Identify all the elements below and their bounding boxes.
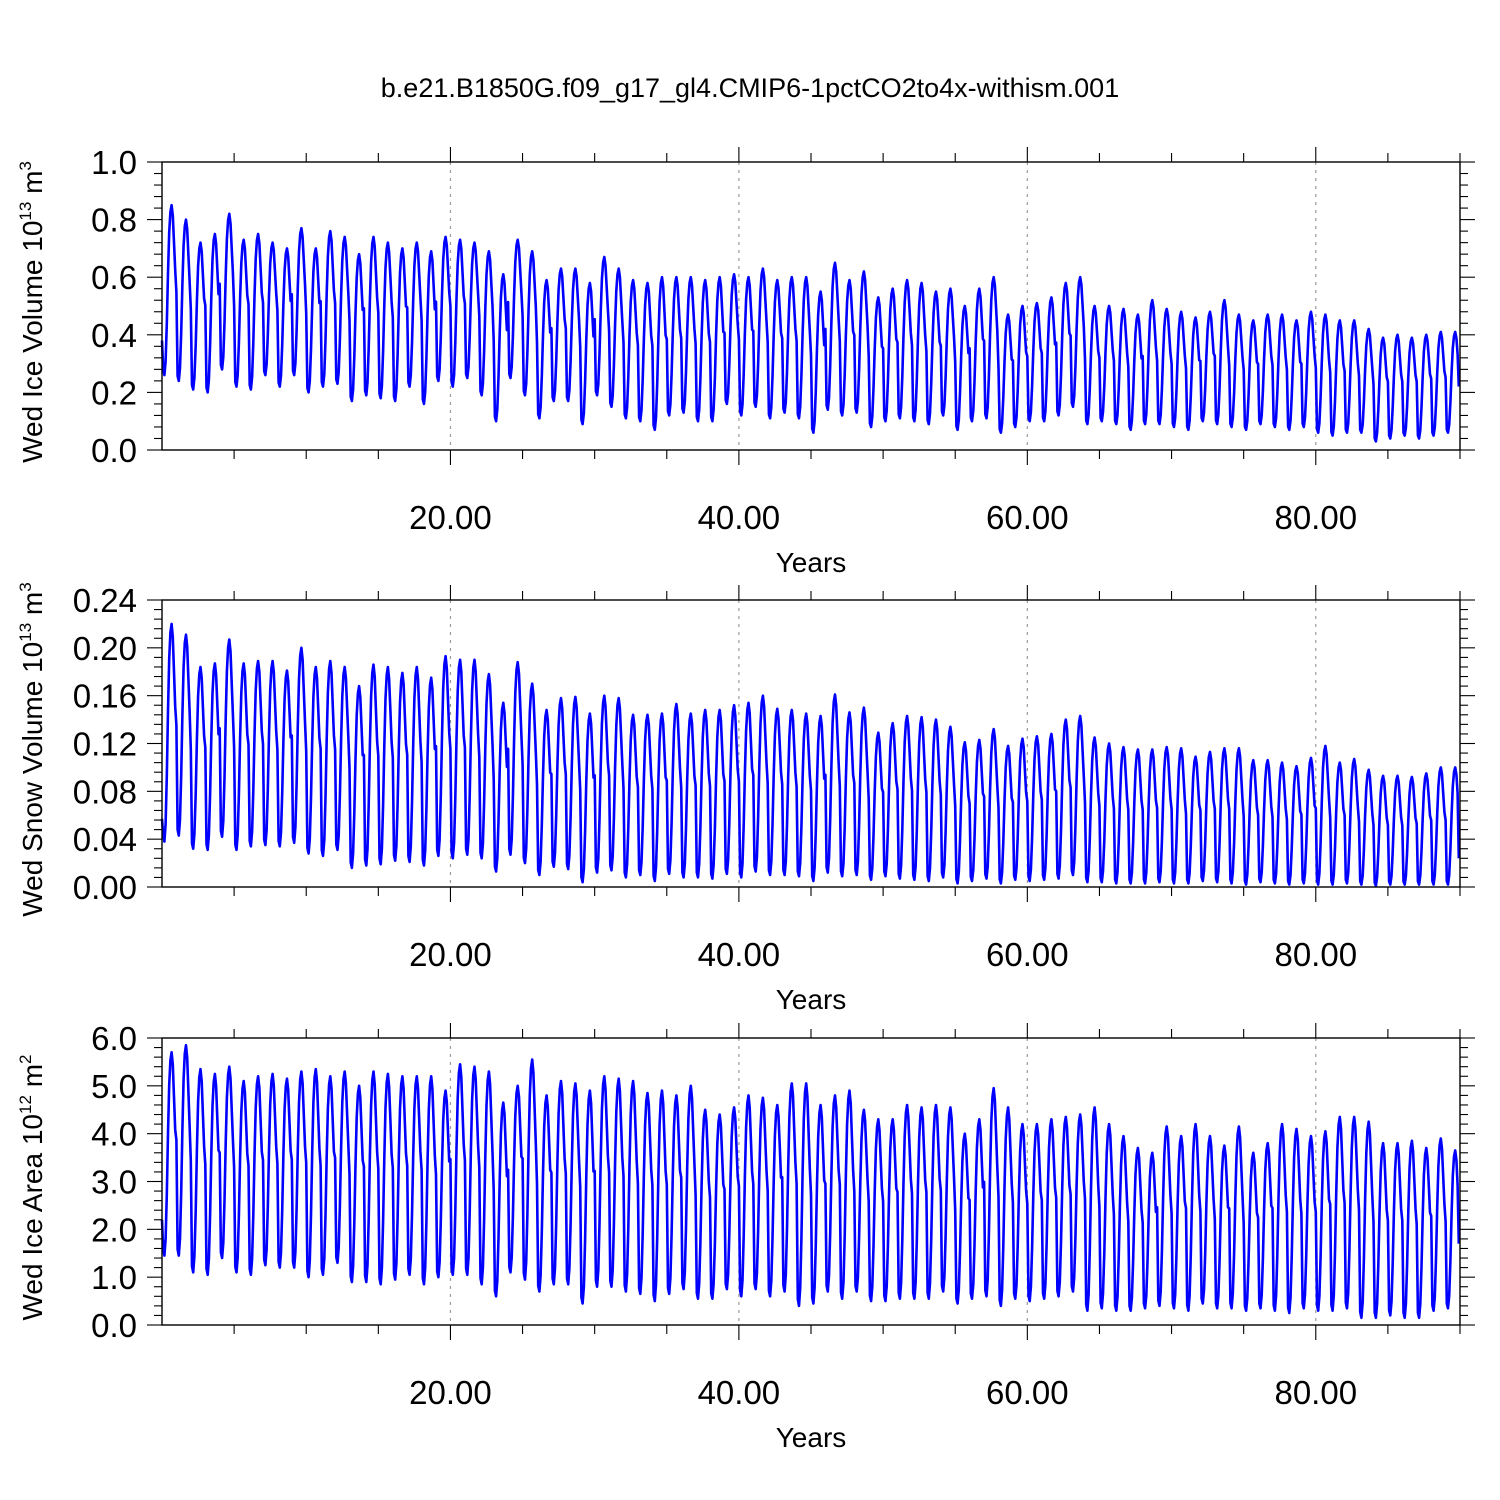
y-tick-label: 0.24 bbox=[73, 582, 137, 619]
x-tick-label: 20.00 bbox=[409, 499, 492, 536]
x-tick-label: 40.00 bbox=[698, 936, 781, 973]
series-line bbox=[160, 203, 1461, 443]
figure-title: b.e21.B1850G.f09_g17_gl4.CMIP6-1pctCO2to… bbox=[381, 73, 1119, 103]
x-tick-label: 20.00 bbox=[409, 1374, 492, 1411]
y-tick-label: 0.0 bbox=[91, 1307, 137, 1344]
y-tick-label: 0.00 bbox=[73, 869, 137, 906]
x-tick-label: 40.00 bbox=[698, 1374, 781, 1411]
y-tick-label: 5.0 bbox=[91, 1068, 137, 1105]
x-tick-label: 80.00 bbox=[1274, 499, 1357, 536]
y-axis-label: Wed Ice Area 1012 m2 bbox=[16, 1055, 48, 1321]
x-tick-label: 60.00 bbox=[986, 499, 1069, 536]
y-tick-label: 0.6 bbox=[91, 259, 137, 296]
x-axis-label: Years bbox=[776, 547, 847, 578]
y-tick-label: 0.0 bbox=[91, 432, 137, 469]
x-tick-label: 60.00 bbox=[986, 1374, 1069, 1411]
panel-1: 0.0 0.2 0.4 0.6 0.8 1.0 20.00 40.00 60.00 80.00 Ye… bbox=[16, 144, 1475, 578]
y-tick-label: 2.0 bbox=[91, 1211, 137, 1248]
series-line bbox=[160, 622, 1461, 888]
x-tick-label: 80.00 bbox=[1274, 1374, 1357, 1411]
y-tick-label: 0.4 bbox=[91, 317, 137, 354]
x-tick-label: 80.00 bbox=[1274, 936, 1357, 973]
y-tick-label: 0.08 bbox=[73, 773, 137, 810]
series-line bbox=[160, 1043, 1461, 1320]
y-tick-label: 3.0 bbox=[91, 1164, 137, 1201]
y-tick-label: 4.0 bbox=[91, 1116, 137, 1153]
x-tick-label: 20.00 bbox=[409, 936, 492, 973]
y-tick-label: 0.20 bbox=[73, 630, 137, 667]
x-tick-label: 60.00 bbox=[986, 936, 1069, 973]
panels: 0.0 0.2 0.4 0.6 0.8 1.0 20.00 40.00 60.00 80.00 Ye… bbox=[16, 144, 1475, 1453]
y-tick-label: 0.2 bbox=[91, 374, 137, 411]
y-axis-label: Wed Ice Volume 1013 m3 bbox=[16, 161, 48, 463]
y-tick-label: 0.04 bbox=[73, 821, 137, 858]
y-tick-label: 0.16 bbox=[73, 678, 137, 715]
y-axis-label: Wed Snow Volume 1013 m3 bbox=[16, 582, 48, 916]
y-tick-label: 0.8 bbox=[91, 202, 137, 239]
x-tick-label: 40.00 bbox=[698, 499, 781, 536]
y-tick-label: 0.12 bbox=[73, 726, 137, 763]
x-axis-label: Years bbox=[776, 1422, 847, 1453]
y-tick-label: 1.0 bbox=[91, 1259, 137, 1296]
y-tick-label: 6.0 bbox=[91, 1020, 137, 1057]
panel-3: 0.0 1.0 2.0 3.0 4.0 5.0 6.0 20.00 40.00 60.00 80.0… bbox=[16, 1020, 1475, 1453]
y-tick-label: 1.0 bbox=[91, 144, 137, 181]
x-axis-label: Years bbox=[776, 984, 847, 1015]
panel-2: 0.00 0.04 0.08 0.12 0.16 0.20 0.24 20.00 40.00 60… bbox=[16, 582, 1475, 1015]
